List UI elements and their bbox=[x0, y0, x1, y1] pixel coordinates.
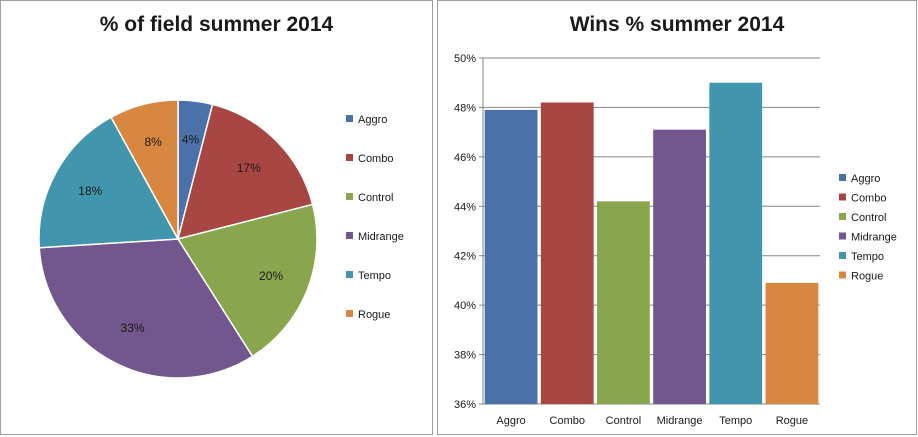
bar-ytick-label-42: 42% bbox=[454, 251, 476, 263]
bar-xtick-label-midrange: Midrange bbox=[657, 415, 703, 427]
pie-slice-rogue bbox=[110, 99, 179, 240]
bar-midrange bbox=[653, 129, 706, 404]
pie-legend-label-tempo: Tempo bbox=[358, 270, 391, 282]
pie-legend-swatch-control bbox=[346, 193, 353, 200]
bar-combo bbox=[540, 102, 594, 404]
pie-chart-title: % of field summer 2014 bbox=[99, 13, 334, 36]
bar-aggro bbox=[484, 109, 538, 405]
pie-data-label-control: 20% bbox=[259, 269, 283, 283]
bar-ytick-label-38: 38% bbox=[454, 350, 476, 362]
pie-chart-panel: % of field summer 2014 4% 17% 20% 33% 18% 8% A… bbox=[0, 0, 433, 435]
bar-control bbox=[597, 201, 650, 404]
bar-ytick-label-46: 46% bbox=[454, 152, 476, 164]
bar-xtick-label-aggro: Aggro bbox=[496, 415, 525, 427]
bar-legend-label-rogue: Rogue bbox=[851, 271, 883, 283]
pie-slice-combo bbox=[176, 103, 314, 241]
bar-legend-swatch-combo bbox=[839, 193, 846, 201]
pie-data-label-rogue: 8% bbox=[144, 135, 162, 149]
bar-rogue bbox=[765, 282, 819, 404]
pie-legend-label-rogue: Rogue bbox=[358, 309, 390, 321]
bar-xtick-label-rogue: Rogue bbox=[776, 415, 808, 427]
bar-legend-label-aggro: Aggro bbox=[851, 173, 880, 185]
pie-legend-swatch-tempo bbox=[346, 271, 353, 278]
pie-legend-swatch-aggro bbox=[346, 115, 353, 122]
pie-legend-label-aggro: Aggro bbox=[358, 114, 387, 126]
bar-legend-swatch-aggro bbox=[839, 174, 846, 181]
pie-legend-swatch-rogue bbox=[346, 310, 353, 317]
pie-legend-swatch-midrange bbox=[346, 232, 353, 239]
bar-ytick-label-40: 40% bbox=[454, 300, 476, 312]
bar-chart: 36% 38% 40% 42% 44% 46% 48% 50% Aggro Combo Contro… bbox=[454, 53, 897, 427]
bar-ytick-label-48: 48% bbox=[454, 102, 476, 114]
bar-legend-label-tempo: Tempo bbox=[851, 251, 884, 263]
pie-data-label-tempo: 18% bbox=[78, 184, 102, 198]
bar-ytick-label-50: 50% bbox=[454, 53, 476, 65]
pie-data-label-combo: 17% bbox=[237, 161, 261, 175]
bar-chart-title: Wins % summer 2014 bbox=[569, 13, 785, 36]
bar-tempo bbox=[709, 82, 763, 404]
bar-legend-label-control: Control bbox=[851, 212, 886, 224]
pie-legend-label-control: Control bbox=[358, 192, 393, 204]
bar-ytick-label-36: 36% bbox=[454, 399, 476, 411]
bar-legend-swatch-rogue bbox=[839, 271, 846, 279]
pie-slice-midrange bbox=[38, 238, 254, 379]
bar-legend-swatch-control bbox=[839, 213, 846, 220]
bar-legend-swatch-midrange bbox=[839, 232, 846, 240]
bar-legend-swatch-tempo bbox=[839, 252, 846, 259]
pie-slice-tempo bbox=[38, 116, 180, 249]
bar-xtick-label-combo: Combo bbox=[550, 415, 585, 427]
pie-legend-swatch-combo bbox=[346, 154, 353, 161]
bar-legend-label-midrange: Midrange bbox=[851, 232, 897, 244]
pie-slice-control bbox=[176, 203, 318, 358]
bar-chart-panel: Wins % summer 2014 36% 38% 40% 42% 44% 46% 48%… bbox=[437, 0, 917, 435]
pie-data-label-midrange: 33% bbox=[121, 321, 145, 335]
pie-data-label-aggro: 4% bbox=[182, 133, 200, 147]
bar-legend-label-combo: Combo bbox=[851, 193, 886, 205]
bar-xtick-label-tempo: Tempo bbox=[719, 415, 752, 427]
pie-legend-label-combo: Combo bbox=[358, 153, 393, 165]
pie-chart: 4% 17% 20% 33% 18% 8% Aggro Combo Control Midrang… bbox=[38, 99, 404, 379]
pie-legend-label-midrange: Midrange bbox=[358, 231, 404, 243]
bar-ytick-label-44: 44% bbox=[454, 201, 476, 213]
bar-xtick-label-control: Control bbox=[606, 415, 641, 427]
